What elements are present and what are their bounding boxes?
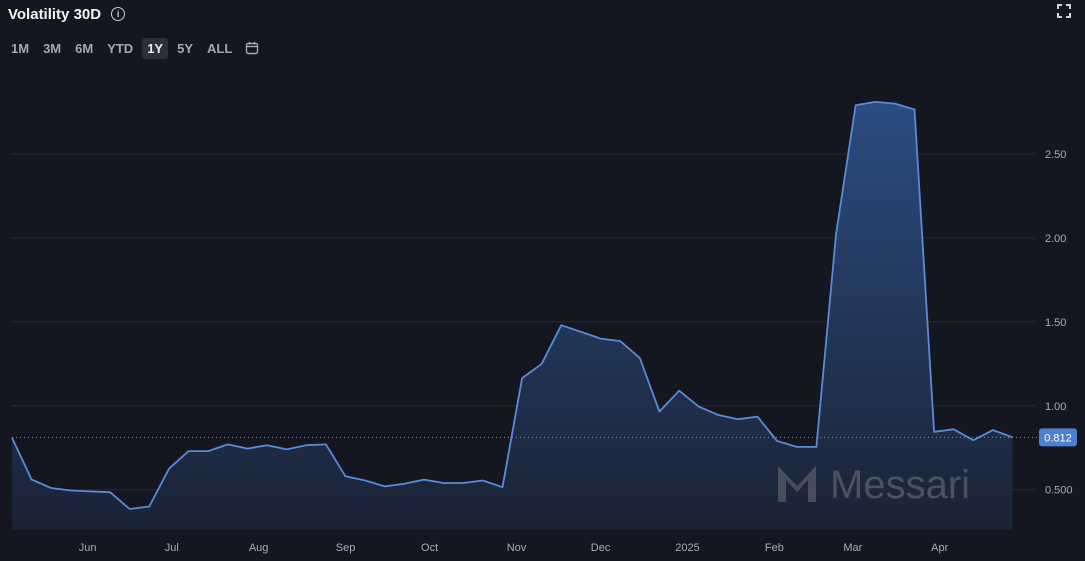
area-layer: [11, 101, 1013, 531]
x-tick-label: Apr: [931, 542, 948, 554]
x-axis-labels: Jun Jul Aug Sep Oct Nov Dec 2025 Feb Mar Apr: [79, 542, 949, 554]
time-range-selector: 1M 3M 6M YTD 1Y 5Y ALL: [6, 36, 259, 60]
x-tick-label: Sep: [336, 542, 356, 554]
y-tick-label: 0.500: [1045, 485, 1073, 497]
x-tick-label: Jul: [165, 542, 179, 554]
range-1y[interactable]: 1Y: [142, 37, 169, 59]
range-6m[interactable]: 6M: [75, 40, 94, 56]
x-tick-label: Aug: [249, 542, 269, 554]
range-5y[interactable]: 5Y: [177, 40, 193, 56]
messari-logo-icon: [778, 466, 816, 502]
current-value-label: 0.812: [1044, 432, 1072, 444]
x-tick-label: Oct: [421, 542, 438, 554]
y-tick-label: 2.00: [1045, 233, 1066, 245]
series-line: [11, 101, 1013, 510]
x-tick-label: Nov: [507, 542, 527, 554]
messari-watermark: Messari: [778, 463, 970, 507]
x-tick-label: Feb: [765, 542, 784, 554]
current-value-badge: [1039, 428, 1077, 447]
x-tick-label: 2025: [675, 542, 699, 554]
current-value-marker: 0.812: [12, 428, 1077, 447]
watermark-text: Messari: [830, 463, 970, 507]
calendar-icon[interactable]: [245, 41, 259, 55]
range-3m[interactable]: 3M: [43, 40, 62, 56]
y-tick-label: 1.00: [1045, 401, 1066, 413]
x-tick-label: Dec: [591, 542, 611, 554]
y-axis-labels: 0.500 1.00 1.50 2.00 2.50: [1045, 149, 1073, 497]
chart-title: Volatility 30D: [8, 5, 102, 23]
y-tick-label: 1.50: [1045, 317, 1066, 329]
x-tick-label: Mar: [843, 542, 862, 554]
range-ytd[interactable]: YTD: [107, 40, 134, 56]
range-all[interactable]: ALL: [207, 40, 233, 56]
y-tick-label: 2.50: [1045, 149, 1066, 161]
x-tick-label: Jun: [79, 542, 97, 554]
expand-icon[interactable]: [1057, 4, 1071, 18]
title-row: Volatility 30D i: [8, 4, 126, 24]
info-icon[interactable]: i: [111, 7, 126, 21]
range-1m[interactable]: 1M: [11, 40, 30, 56]
